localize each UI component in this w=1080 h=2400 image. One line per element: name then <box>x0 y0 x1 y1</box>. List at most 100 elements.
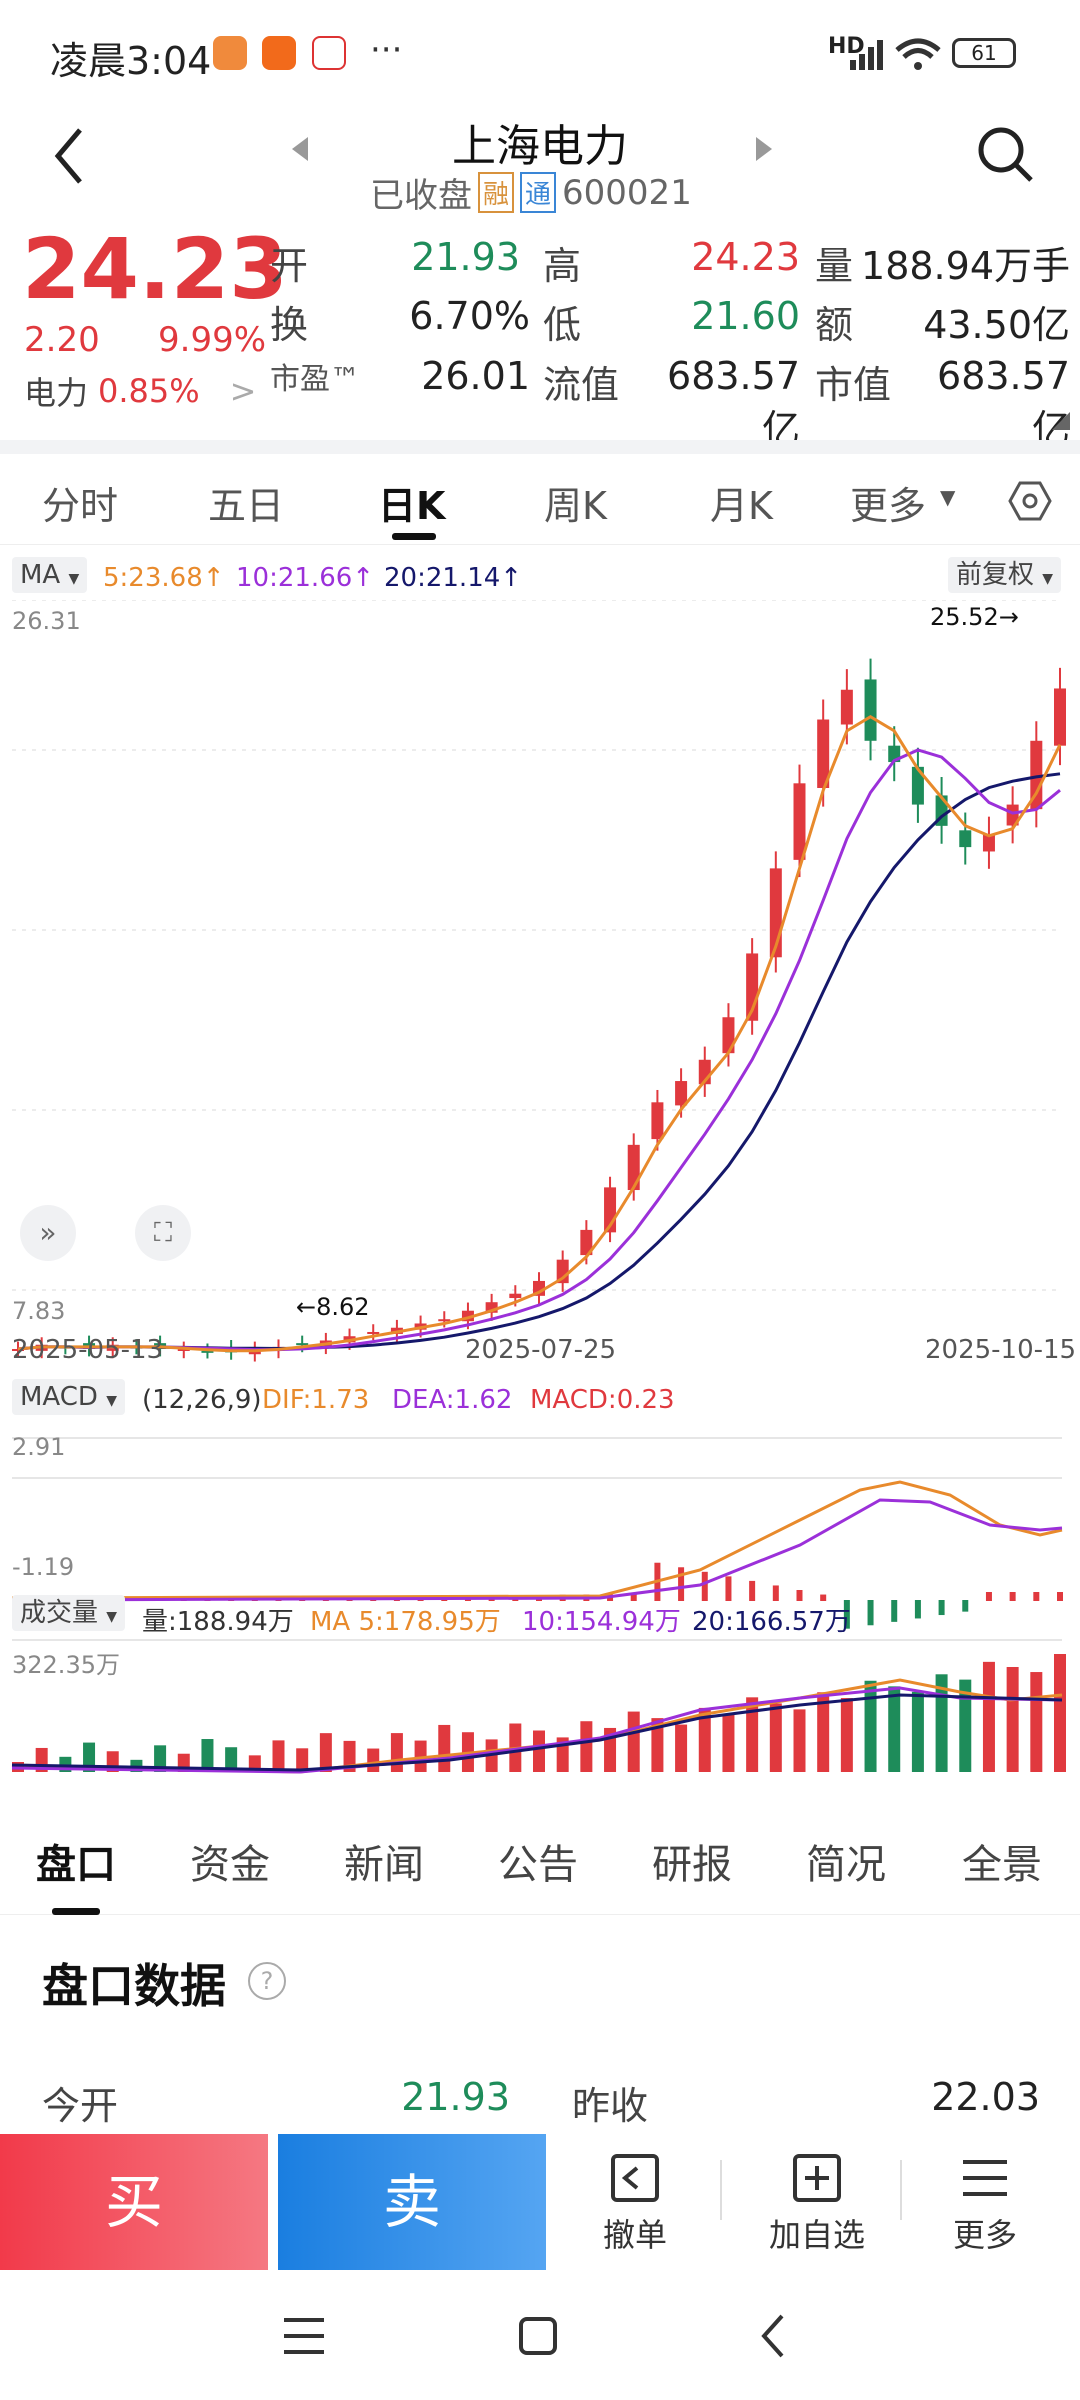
ma-selector[interactable]: MA ▼ <box>12 557 88 593</box>
volume-selector[interactable]: 成交量 ▼ <box>12 1595 126 1631</box>
adjust-label: 前复权 <box>956 560 1035 590</box>
active-info-tab-indicator <box>52 1908 100 1915</box>
ma10-line <box>17 748 1061 1352</box>
quote-panel: 24.23 2.20 9.99% 电力 0.85% > 开 21.93 高 24… <box>0 220 1080 451</box>
tab-intraday[interactable]: 分时 <box>42 484 119 528</box>
more-button[interactable]: 更多 <box>930 2150 1040 2256</box>
menu-icon <box>963 2160 1007 2196</box>
buy-button[interactable]: 买 <box>0 2134 268 2270</box>
volume-bar <box>769 1703 782 1772</box>
candle-body <box>864 679 877 741</box>
tab-announcements[interactable]: 公告 <box>498 1842 578 1888</box>
chart-settings-icon[interactable] <box>1008 481 1052 521</box>
macd-selector[interactable]: MACD ▼ <box>12 1379 125 1415</box>
date-start: 2025-05-13 <box>12 1335 164 1365</box>
turnover-label: 换 <box>270 303 309 347</box>
tab-orderbook[interactable]: 盘口 <box>36 1842 116 1888</box>
macd-bar <box>630 1594 637 1601</box>
stock-name: 上海电力 <box>452 121 628 172</box>
price-axis-bottom: 7.83 <box>12 1297 66 1325</box>
macd-bar <box>962 1600 969 1612</box>
more-notifications-icon: ··· <box>370 30 403 70</box>
float-cap-label: 流值 <box>543 363 620 407</box>
volume-bar <box>911 1691 924 1772</box>
tab-monthly-k[interactable]: 月K <box>710 484 773 528</box>
dif-line <box>11 1480 1063 1600</box>
candle-body <box>817 719 830 788</box>
pe-value: 26.01 <box>421 354 530 398</box>
macd-bar <box>749 1580 756 1601</box>
macd-axis-bottom: -1.19 <box>12 1553 75 1581</box>
volume-bar <box>1054 1654 1066 1772</box>
macd-bar <box>843 1600 850 1629</box>
candle-body <box>840 689 853 725</box>
stock-header: 上海电力 已收盘 融 通 600021 <box>0 110 1080 220</box>
macd-bar <box>938 1600 945 1616</box>
candle-body <box>911 766 924 805</box>
add-watchlist-button[interactable]: 加自选 <box>752 2150 882 2256</box>
candle-body <box>722 1017 735 1054</box>
market-cap-label: 市值 <box>815 363 892 407</box>
kline-chart-area[interactable]: MA ▼ 5:23.68↑ 10:21.66↑ 20:21.14↑ 前复权 ▼ … <box>0 545 1080 1800</box>
date-mid: 2025-07-25 <box>465 1335 617 1365</box>
orderbook-title: 盘口数据 <box>42 1959 226 2013</box>
tab-more[interactable]: 更多 <box>850 484 927 528</box>
expand-left-icon[interactable]: » <box>20 1205 76 1261</box>
search-icon[interactable] <box>975 124 1035 184</box>
volume-bar <box>59 1756 72 1772</box>
candle-body <box>580 1229 593 1256</box>
volume-bar <box>722 1714 735 1772</box>
prev-close-label: 昨收 <box>572 2084 649 2128</box>
tab-five-day[interactable]: 五日 <box>208 484 285 528</box>
volume-bar <box>817 1692 830 1772</box>
volume-bar <box>935 1674 948 1772</box>
tab-panorama[interactable]: 全景 <box>962 1842 1042 1888</box>
candle-body <box>982 834 995 852</box>
volume-bar <box>225 1747 238 1772</box>
macd-axis-top: 2.91 <box>12 1433 66 1461</box>
candle-body <box>438 1319 451 1322</box>
prev-stock-icon[interactable] <box>290 135 312 163</box>
candle-body <box>201 1350 214 1353</box>
tab-research[interactable]: 研报 <box>652 1842 732 1888</box>
adjust-selector[interactable]: 前复权 ▼ <box>948 557 1062 593</box>
stock-code: 600021 <box>562 172 692 213</box>
tab-news[interactable]: 新闻 <box>344 1842 424 1888</box>
candle-body <box>675 1081 688 1106</box>
ma20-line <box>17 772 1061 1351</box>
macd-bar <box>820 1594 827 1601</box>
tab-weekly-k[interactable]: 周K <box>544 484 607 528</box>
home-icon[interactable] <box>518 2316 558 2356</box>
sell-button[interactable]: 卖 <box>278 2134 546 2270</box>
ma20-value: 20:21.14↑ <box>384 563 523 593</box>
candle-body <box>485 1302 498 1313</box>
volume-bar <box>675 1724 688 1772</box>
tab-funds[interactable]: 资金 <box>190 1842 270 1888</box>
recent-apps-icon[interactable] <box>282 2316 326 2356</box>
next-stock-icon[interactable] <box>752 135 774 163</box>
cancel-order-button[interactable]: 撤单 <box>580 2150 690 2256</box>
tab-profile[interactable]: 简况 <box>806 1842 886 1888</box>
expand-corner-icon[interactable] <box>1052 412 1070 430</box>
macd-bar <box>1057 1592 1063 1601</box>
sector-pct: 0.85% <box>98 372 200 410</box>
vol-ma10-value: 10:154.94万 <box>522 1607 681 1637</box>
price-change: 2.20 <box>24 320 100 360</box>
fullscreen-icon[interactable]: ⛶ <box>135 1205 191 1261</box>
app-notification-icon <box>213 36 247 70</box>
tab-daily-k[interactable]: 日K <box>378 484 446 528</box>
dif-value: DIF:1.73 <box>262 1385 370 1415</box>
macd-bar <box>796 1590 803 1601</box>
info-tabs: 盘口 资金 新闻 公告 研报 简况 全景 <box>0 1800 1080 1915</box>
volume-bar <box>864 1680 877 1772</box>
back-nav-icon[interactable] <box>758 2312 788 2360</box>
help-icon[interactable]: ? <box>248 1962 286 2000</box>
dea-line <box>11 1498 1063 1602</box>
back-icon[interactable] <box>50 126 90 186</box>
ma5-line <box>17 714 1062 1353</box>
low-value: 21.60 <box>691 294 800 338</box>
today-open-value: 21.93 <box>401 2075 510 2119</box>
sector-link[interactable]: 电力 0.85% > <box>24 368 256 414</box>
vol-ma20-line <box>11 1693 1063 1772</box>
ma-label: MA <box>20 560 61 590</box>
